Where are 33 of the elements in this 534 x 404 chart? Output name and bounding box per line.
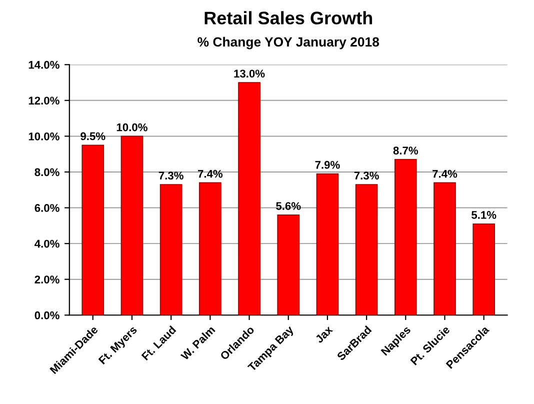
- y-tick-label: 8.0%: [34, 168, 60, 176]
- y-tick-label: 4.0%: [34, 240, 60, 248]
- y-tick-label: 12.0%: [28, 96, 60, 105]
- bar: [394, 159, 417, 316]
- bar: [472, 223, 496, 316]
- bar: [434, 182, 456, 316]
- x-tick-label: Jax: [314, 325, 334, 344]
- data-label: 8.7%: [393, 146, 418, 154]
- y-tick-label: 2.0%: [34, 276, 60, 284]
- y-tick-label: 6.0%: [34, 204, 60, 212]
- data-label: 9.5%: [80, 132, 106, 140]
- data-label: 5.6%: [276, 202, 301, 210]
- bar: [355, 184, 378, 316]
- bar: [238, 82, 260, 316]
- y-tick-label: 14.0%: [28, 60, 60, 69]
- data-label: 7.4%: [432, 170, 458, 178]
- data-label: 10.0%: [116, 123, 148, 132]
- chart-subtitle: % Change YOY January 2018: [198, 36, 380, 50]
- data-label: 13.0%: [234, 70, 265, 78]
- data-label: 5.1%: [472, 211, 496, 219]
- bar: [316, 173, 339, 316]
- y-tick-label: 0.0%: [34, 311, 60, 320]
- chart-title: Retail Sales Growth: [204, 11, 372, 24]
- bar: [82, 144, 104, 316]
- data-label: 7.3%: [158, 172, 184, 180]
- data-label: 7.9%: [315, 160, 340, 169]
- data-label: 7.3%: [354, 172, 379, 180]
- bar: [120, 136, 144, 316]
- bar: [160, 184, 182, 316]
- data-label: 7.4%: [198, 170, 223, 178]
- y-tick-label: 10.0%: [28, 132, 60, 140]
- bar: [277, 214, 300, 316]
- bar: [198, 182, 222, 316]
